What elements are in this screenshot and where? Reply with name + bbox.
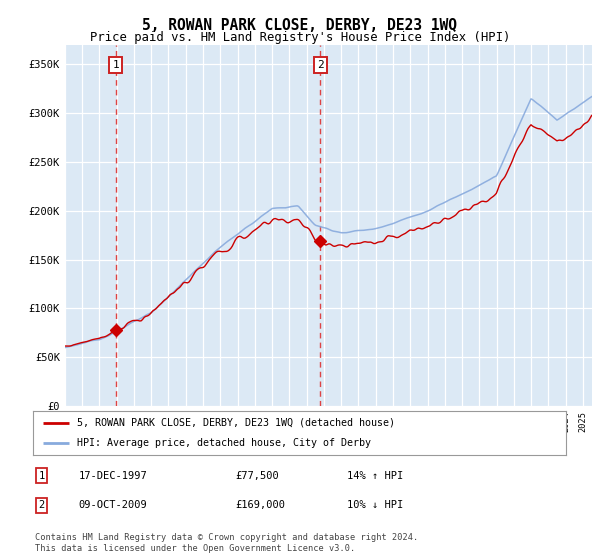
Text: £169,000: £169,000	[235, 501, 286, 511]
Text: Contains HM Land Registry data © Crown copyright and database right 2024.
This d: Contains HM Land Registry data © Crown c…	[35, 533, 418, 553]
Text: 1: 1	[113, 60, 119, 69]
Text: 5, ROWAN PARK CLOSE, DERBY, DE23 1WQ (detached house): 5, ROWAN PARK CLOSE, DERBY, DE23 1WQ (de…	[77, 418, 395, 428]
Text: 5, ROWAN PARK CLOSE, DERBY, DE23 1WQ: 5, ROWAN PARK CLOSE, DERBY, DE23 1WQ	[143, 18, 458, 34]
Text: 2: 2	[317, 60, 323, 69]
Text: £77,500: £77,500	[235, 471, 279, 480]
Text: 10% ↓ HPI: 10% ↓ HPI	[347, 501, 404, 511]
Text: 14% ↑ HPI: 14% ↑ HPI	[347, 471, 404, 480]
Text: Price paid vs. HM Land Registry's House Price Index (HPI): Price paid vs. HM Land Registry's House …	[90, 31, 510, 44]
Text: HPI: Average price, detached house, City of Derby: HPI: Average price, detached house, City…	[77, 438, 371, 448]
Text: 09-OCT-2009: 09-OCT-2009	[78, 501, 147, 511]
Text: 1: 1	[38, 471, 44, 480]
Text: 17-DEC-1997: 17-DEC-1997	[78, 471, 147, 480]
Text: 2: 2	[38, 501, 44, 511]
